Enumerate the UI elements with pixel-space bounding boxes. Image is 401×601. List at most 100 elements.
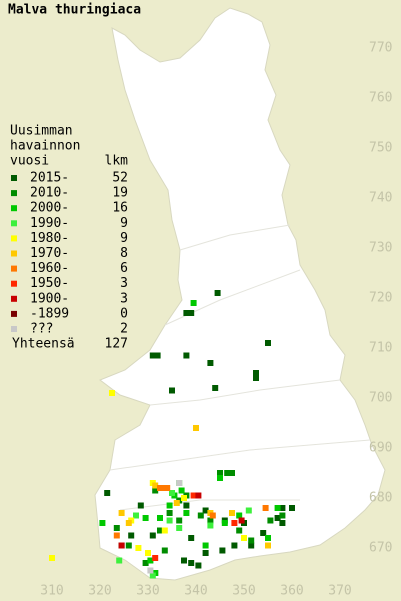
- legend-swatch: [11, 265, 17, 272]
- observation: [267, 517, 274, 524]
- legend-count: 9: [120, 216, 128, 231]
- observation: [248, 542, 255, 549]
- observation: [183, 510, 190, 516]
- observation: [176, 480, 183, 486]
- observation: [181, 557, 187, 564]
- observation: [214, 290, 221, 296]
- legend-label: 2015-: [30, 171, 69, 186]
- observation: [135, 545, 142, 551]
- observation: [157, 485, 163, 491]
- observation: [190, 492, 197, 499]
- observation: [166, 510, 173, 516]
- x-grid-label: 330: [136, 584, 159, 599]
- observation: [207, 522, 214, 529]
- observation: [125, 520, 132, 526]
- legend-total: 127: [105, 337, 128, 352]
- observation: [197, 512, 204, 519]
- observation: [207, 360, 214, 366]
- observation: [265, 535, 271, 541]
- observation: [178, 487, 185, 494]
- legend-swatch: [11, 310, 17, 317]
- observation: [149, 532, 156, 539]
- legend-label: 1970-: [30, 246, 69, 261]
- observation: [188, 310, 195, 316]
- region-borders: [109, 224, 371, 511]
- observation: [265, 340, 271, 346]
- x-grid-label: 350: [232, 584, 255, 599]
- y-grid-label: 730: [369, 241, 392, 256]
- y-grid-label: 720: [369, 291, 392, 306]
- observation: [113, 532, 120, 539]
- observation: [217, 470, 223, 476]
- legend-swatch: [11, 205, 17, 212]
- observation: [181, 495, 187, 501]
- observation: [231, 520, 238, 526]
- observation: [173, 500, 180, 506]
- x-grid-label: 340: [184, 584, 207, 599]
- legend-swatch: [11, 250, 17, 257]
- legend-header: vuosi: [10, 154, 49, 169]
- y-grid-label: 740: [369, 191, 392, 206]
- x-grid-label: 320: [88, 584, 111, 599]
- legend-count: 2: [120, 322, 128, 337]
- legend-swatch: [11, 220, 17, 227]
- legend-label: 1900-: [30, 291, 69, 306]
- observation: [262, 505, 269, 511]
- y-grid-label: 710: [369, 341, 392, 356]
- observation: [137, 502, 144, 509]
- y-grid-label: 750: [369, 141, 392, 156]
- legend-count: 52: [112, 171, 128, 186]
- observation: [164, 485, 171, 491]
- observation: [152, 555, 159, 561]
- title: Malva thuringiaca: [8, 3, 141, 18]
- observation: [118, 542, 125, 549]
- legend-count: 16: [112, 201, 128, 216]
- legend-label: 1960-: [30, 261, 69, 276]
- observation: [202, 507, 209, 514]
- observation: [157, 527, 163, 534]
- x-grid-label: 310: [40, 584, 63, 599]
- x-grid-label: 370: [328, 584, 351, 599]
- y-grid-label: 670: [369, 541, 392, 556]
- observation: [248, 537, 255, 544]
- observation: [195, 492, 202, 499]
- observation: [99, 520, 106, 526]
- legend-header: havainnon: [10, 139, 80, 154]
- observation: [253, 370, 259, 376]
- observation: [147, 567, 154, 574]
- y-grid-label: 700: [369, 391, 392, 406]
- observation: [217, 475, 223, 481]
- observation: [176, 525, 183, 531]
- observation: [279, 512, 286, 519]
- observation: [274, 505, 281, 511]
- observation: [238, 517, 245, 524]
- observation: [219, 547, 226, 554]
- observation: [236, 512, 243, 519]
- observation: [142, 515, 149, 521]
- y-grid-label: 760: [369, 91, 392, 106]
- observation: [176, 517, 183, 524]
- legend-label: -1899: [30, 306, 69, 321]
- observation: [125, 542, 132, 549]
- legend-label: 1990-: [30, 216, 69, 231]
- observation: [169, 387, 175, 394]
- observation: [145, 550, 151, 556]
- observation: [109, 390, 115, 396]
- observation: [152, 482, 159, 489]
- observation: [49, 555, 55, 561]
- legend-total-label: Yhteensä: [12, 337, 75, 352]
- legend-count: 8: [120, 246, 128, 261]
- observation: [241, 535, 247, 541]
- legend-count: 3: [120, 276, 128, 291]
- legend-swatch: [11, 326, 17, 332]
- x-grid-label: 360: [280, 584, 303, 599]
- observation: [113, 525, 120, 531]
- legend-header: Uusimman: [10, 124, 73, 139]
- observation: [128, 532, 135, 539]
- legend-label: 2010-: [30, 186, 69, 201]
- observation: [183, 502, 190, 509]
- observation: [289, 505, 295, 511]
- observation: [161, 547, 168, 554]
- observation: [152, 487, 159, 494]
